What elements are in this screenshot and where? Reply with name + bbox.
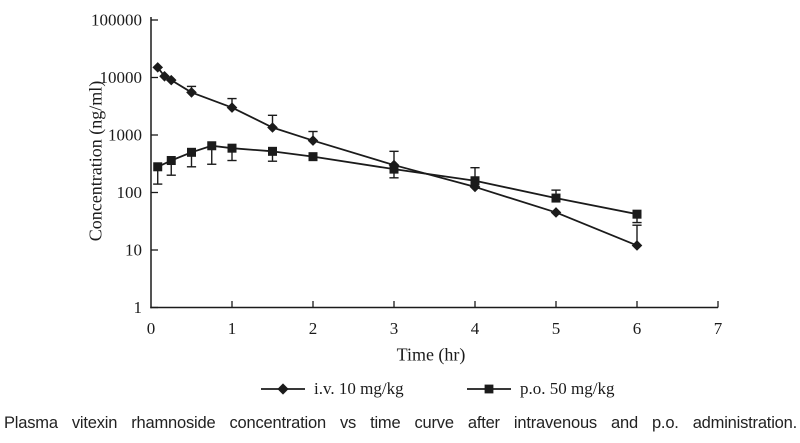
iv-series-line [157, 66, 638, 247]
y-tick-label: 100 [117, 183, 143, 202]
po-data-point [268, 146, 277, 156]
po-data-point [389, 164, 399, 174]
x-tick-label: 4 [471, 319, 480, 338]
legend-label-iv: i.v. 10 mg/kg [314, 379, 404, 398]
y-axis-title: Concentration (ng/ml) [85, 80, 106, 242]
x-tick-label: 7 [714, 319, 723, 338]
legend-label-po: p.o. 50 mg/kg [520, 379, 615, 398]
legend-marker-diamond-icon [261, 383, 305, 395]
x-tick-label: 3 [390, 319, 399, 338]
y-tick-label: 1 [134, 298, 143, 317]
x-tick-label: 1 [228, 319, 237, 338]
iv-data-point [307, 135, 319, 146]
x-axis-title: Time (hr) [396, 344, 466, 365]
iv-data-point [267, 122, 278, 133]
y-tick-label: 1000 [108, 126, 142, 145]
x-tick-label: 0 [147, 319, 156, 338]
po-data-point [308, 152, 318, 162]
po-data-point [632, 209, 642, 219]
legend-marker-square-icon [467, 384, 511, 394]
y-tick-label: 100000 [91, 11, 142, 30]
po-data-point [166, 156, 176, 166]
x-tick-label: 5 [552, 319, 561, 338]
y-tick-label: 10 [125, 241, 142, 260]
po-data-point [551, 193, 561, 203]
po-data-point [227, 143, 237, 153]
figure-caption: Plasma vitexin rhamnoside concentration … [4, 414, 797, 432]
iv-data-point [152, 62, 164, 73]
iv-data-point [631, 240, 643, 251]
po-series [153, 141, 642, 224]
iv-series [152, 62, 643, 251]
po-data-point [207, 141, 217, 151]
legend-entry-po: p.o. 50 mg/kg [467, 379, 614, 399]
po-data-point [187, 147, 196, 157]
iv-data-point [226, 102, 238, 113]
po-data-point [470, 176, 480, 186]
x-tick-label: 2 [309, 319, 318, 338]
iv-data-point [159, 70, 170, 82]
iv-data-point [550, 207, 562, 218]
po-data-point [153, 162, 163, 172]
iv-data-point [186, 87, 197, 98]
po-series-line [157, 144, 638, 216]
y-tick-label: 10000 [100, 68, 143, 87]
legend-entry-iv: i.v. 10 mg/kg [261, 379, 404, 399]
x-tick-label: 6 [633, 319, 642, 338]
iv-data-point [165, 74, 177, 86]
